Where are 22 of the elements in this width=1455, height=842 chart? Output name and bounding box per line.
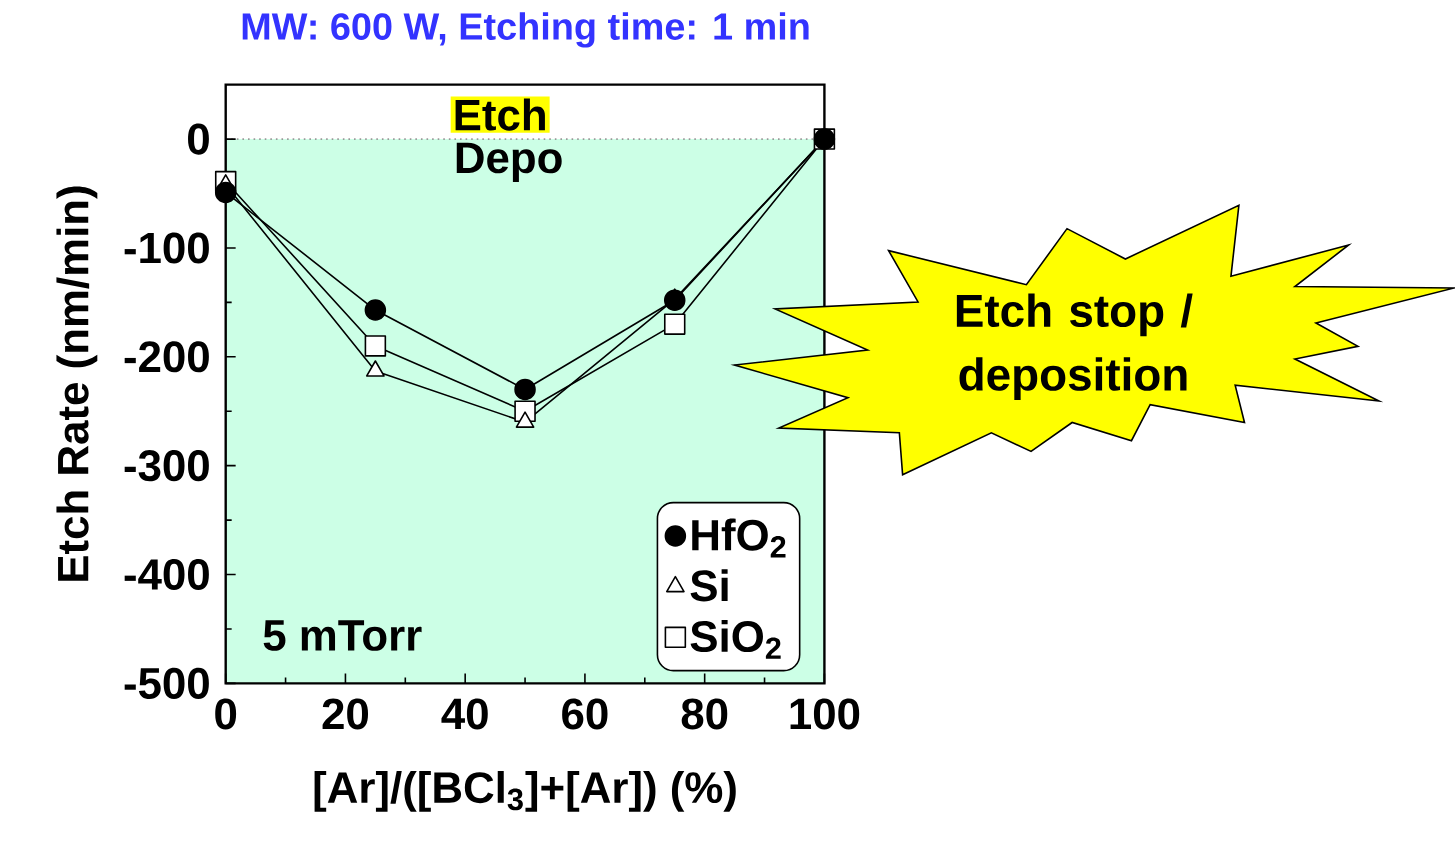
x-tick-label: 40	[441, 698, 488, 730]
legend-label: HfO$_{2}$	[692, 518, 786, 558]
legend-label: SiO$_{2}$	[690, 620, 781, 659]
x-tick-label: 100	[790, 698, 860, 730]
chart-title: MW: 600 W, Etching time: 1 min	[242, 12, 809, 48]
y-tick-label: -200	[124, 341, 209, 373]
text: Etch stop / deposition	[956, 293, 1193, 400]
x-axis-title: [Ar]/([BCl$_{3}$]+[Ar]) (%)	[314, 771, 736, 812]
y-tick-label: -100	[124, 232, 209, 264]
annotation: Etch	[455, 98, 545, 131]
y-tick-label: 0	[188, 123, 209, 155]
legend-label: Si	[690, 569, 728, 602]
y-tick-label: -400	[124, 559, 209, 591]
y-tick-label: -300	[124, 450, 209, 482]
x-tick-label: 80	[681, 698, 728, 730]
y-tick-label: -500	[124, 667, 209, 700]
y-axis-title: Etch Rate (nm/min)	[56, 186, 98, 581]
annotation: Depo	[456, 142, 562, 183]
x-tick-label: 20	[322, 698, 369, 730]
x-tick-label: 60	[562, 698, 608, 730]
x-tick-label: 0	[215, 698, 237, 730]
annotation: 5 mTorr	[263, 620, 422, 651]
